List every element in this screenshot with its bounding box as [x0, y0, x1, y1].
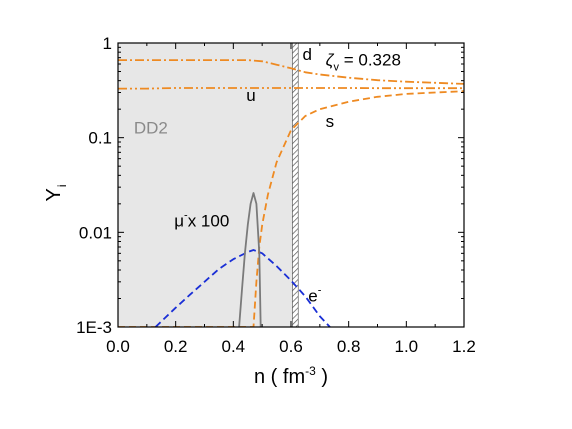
x-tick-label: 0.6 — [279, 337, 303, 356]
y-tick-label: 1 — [103, 34, 112, 53]
curve-label-1: u — [246, 86, 255, 105]
y-tick-label: 1E-3 — [76, 318, 112, 337]
y-axis-label-sub: i — [55, 184, 69, 187]
dd2-label: DD2 — [134, 119, 168, 138]
x-tick-label: 1.2 — [452, 337, 476, 356]
y-tick-label: 0.1 — [88, 129, 112, 148]
zeta-value: = 0.328 — [339, 50, 401, 69]
curve-label-3: e- — [308, 285, 321, 306]
series-line-0 — [118, 59, 464, 85]
curve-label-0: d — [303, 45, 312, 64]
x-tick-label: 1.0 — [395, 337, 419, 356]
x-tick-label: 0.4 — [222, 337, 246, 356]
series-line-1 — [118, 87, 464, 90]
y-axis-label: Yi — [43, 184, 69, 201]
x-tick-label: 0.8 — [337, 337, 361, 356]
series-line-2 — [118, 90, 464, 327]
curve-label-4: μ-x 100 — [174, 210, 229, 231]
zeta-subscript: v — [333, 61, 339, 73]
x-tick-label: 0.0 — [106, 337, 130, 356]
x-axis-label-end: ) — [316, 366, 328, 388]
series-line-4 — [238, 192, 262, 327]
zeta-symbol: ζ — [326, 50, 335, 69]
x-axis-label-sup: -3 — [305, 364, 316, 378]
y-axis-label-main: Y — [43, 188, 65, 201]
dd2-shaded-region — [118, 43, 293, 327]
x-axis-label-main: n ( fm — [254, 366, 305, 388]
y-tick-label: 0.01 — [79, 223, 112, 242]
curve-label-2: s — [326, 112, 335, 131]
x-tick-label: 0.2 — [164, 337, 188, 356]
zeta-parameter-label: ζv = 0.328 — [326, 50, 401, 73]
x-axis-label: n ( fm-3 ) — [254, 364, 328, 388]
series-line-3 — [154, 249, 331, 327]
